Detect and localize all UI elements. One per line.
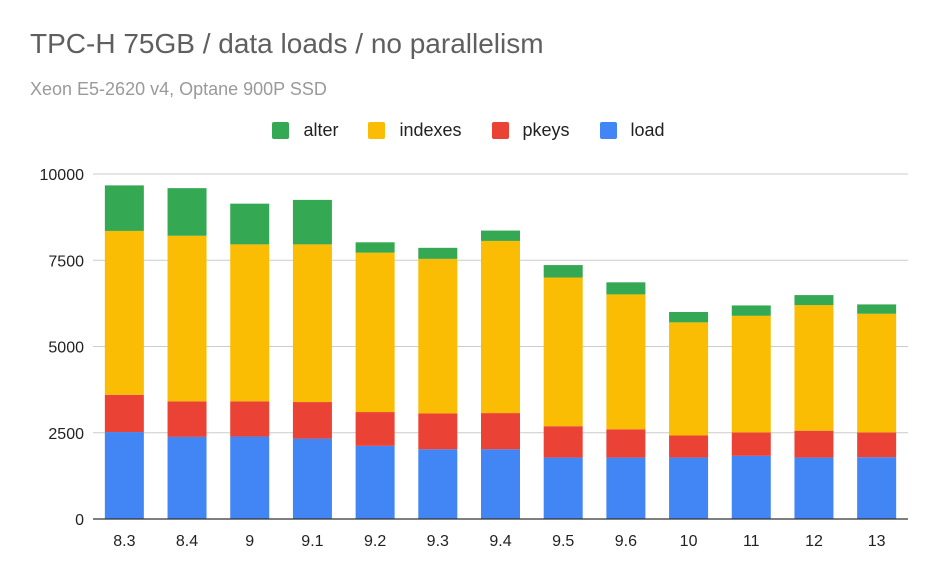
bar-indexes-10 [669, 322, 709, 436]
bar-load-8.3 [104, 432, 144, 519]
bar-indexes-9.1 [292, 244, 332, 403]
bar-indexes-8.3 [104, 230, 144, 395]
bar-indexes-9.4 [481, 240, 520, 414]
bar-pkeys-8.4 [167, 401, 207, 437]
x-tick-label-9.1: 9.1 [301, 533, 323, 550]
bar-alter-11 [731, 305, 771, 316]
x-tick-label-9: 9 [245, 533, 254, 550]
chart-subtitle: Xeon E5-2620 v4, Optane 900P SSD [30, 79, 327, 99]
legend-swatch-load [599, 122, 617, 139]
bar-indexes-9.2 [355, 252, 395, 413]
bar-pkeys-9.5 [543, 426, 583, 458]
bar-indexes-9.6 [606, 294, 646, 430]
x-tick-label-9.3: 9.3 [427, 533, 449, 550]
bar-pkeys-9.6 [606, 429, 646, 458]
bar-pkeys-9.1 [292, 402, 332, 439]
y-tick-label-10000: 10000 [40, 167, 85, 184]
bar-load-9.1 [292, 438, 332, 519]
bar-alter-9 [230, 203, 270, 245]
bar-load-9 [230, 436, 270, 519]
legend-item-pkeys: pkeys [491, 120, 570, 141]
bar-alter-9.5 [543, 265, 583, 278]
bar-indexes-9 [230, 244, 270, 402]
bars [104, 185, 897, 519]
legend-label-alter: alter [303, 120, 339, 140]
bar-pkeys-8.3 [104, 394, 144, 433]
bar-load-9.4 [481, 449, 520, 519]
legend-label-indexes: indexes [399, 120, 462, 140]
bar-alter-12 [794, 295, 834, 306]
x-tick-label-10: 10 [680, 533, 698, 550]
bar-pkeys-12 [794, 430, 834, 458]
y-tick-label-0: 0 [75, 512, 84, 529]
y-tick-label-5000: 5000 [48, 340, 84, 357]
bar-load-11 [731, 455, 771, 519]
legend-item-alter: alter [272, 120, 338, 141]
legend-label-pkeys: pkeys [522, 120, 570, 140]
legend-label-load: load [630, 120, 665, 140]
bar-indexes-9.3 [418, 258, 458, 414]
bar-pkeys-9.3 [418, 413, 458, 450]
legend-swatch-pkeys [491, 122, 509, 139]
x-tick-label-9.6: 9.6 [615, 533, 637, 550]
bar-load-13 [857, 457, 897, 519]
bar-indexes-12 [794, 305, 834, 431]
bar-alter-9.2 [355, 242, 395, 253]
bar-alter-9.3 [418, 247, 458, 259]
bar-load-9.6 [606, 457, 646, 519]
bar-load-10 [669, 457, 709, 519]
x-tick-label-8.4: 8.4 [176, 533, 198, 550]
x-tick-label-11: 11 [743, 533, 760, 550]
legend-item-indexes: indexes [368, 120, 462, 141]
bar-pkeys-11 [731, 432, 771, 456]
bar-load-8.4 [167, 436, 207, 519]
bar-load-9.2 [355, 445, 395, 519]
x-tick-label-12: 12 [805, 533, 823, 550]
bar-indexes-11 [731, 315, 771, 433]
bar-pkeys-10 [669, 435, 709, 458]
bar-pkeys-9.4 [481, 413, 520, 450]
x-tick-label-9.2: 9.2 [364, 533, 386, 550]
chart-title: TPC-H 75GB / data loads / no parallelism [30, 28, 544, 59]
bar-alter-9.1 [292, 199, 332, 245]
bar-indexes-13 [857, 313, 897, 433]
legend: alter indexes pkeys load [0, 120, 937, 141]
axes: 0 2500 5000 7500 10000 8.3 8.4 9 9.1 9.2 9.3 9.4 9.5… [40, 167, 908, 550]
legend-swatch-alter [272, 122, 290, 139]
x-tick-label-8.3: 8.3 [113, 533, 135, 550]
bar-alter-8.4 [167, 188, 207, 236]
bar-load-9.5 [543, 457, 583, 519]
bar-load-12 [794, 457, 834, 519]
bar-alter-9.4 [481, 230, 520, 241]
bar-indexes-8.4 [167, 235, 207, 402]
legend-item-load: load [599, 120, 665, 141]
x-tick-label-9.4: 9.4 [489, 533, 511, 550]
bar-indexes-9.5 [543, 277, 583, 427]
bar-pkeys-13 [857, 432, 897, 458]
bar-alter-9.6 [606, 282, 646, 295]
bar-pkeys-9 [230, 401, 270, 437]
x-tick-label-13: 13 [868, 533, 886, 550]
bar-alter-10 [669, 312, 709, 323]
y-tick-label-2500: 2500 [48, 426, 84, 443]
y-tick-label-7500: 7500 [48, 253, 84, 270]
legend-swatch-indexes [368, 122, 386, 139]
bar-pkeys-9.2 [355, 412, 395, 446]
x-tick-label-9.5: 9.5 [552, 533, 574, 550]
bar-load-9.3 [418, 449, 458, 519]
bar-alter-13 [857, 304, 897, 314]
bar-alter-8.3 [104, 185, 144, 231]
